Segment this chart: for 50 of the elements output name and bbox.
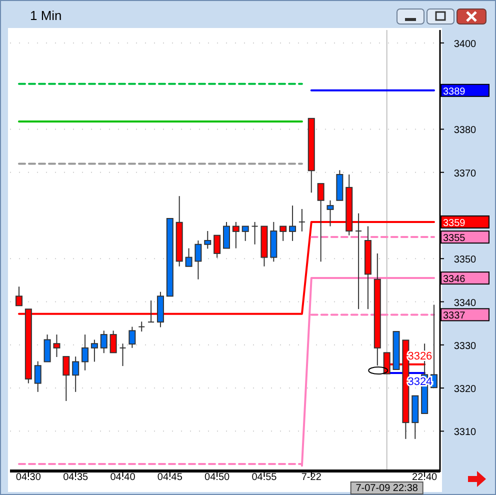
candlestick [280, 226, 287, 242]
candlestick [138, 321, 146, 332]
y-tick-label: 3340 [454, 298, 477, 309]
candlestick [34, 360, 42, 392]
candlestick [72, 356, 80, 392]
candlestick [204, 230, 212, 250]
candlestick [214, 234, 221, 258]
data-label: 3337 [443, 310, 466, 322]
candlestick [298, 208, 306, 232]
x-tick-label: 04:35 [63, 472, 89, 483]
y-tick-label: 3330 [454, 340, 477, 352]
x-tick-label: 7-22 [301, 472, 322, 483]
candlestick [232, 221, 240, 249]
data-label: 3359 [443, 218, 466, 229]
y-tick-label: 3350 [454, 254, 477, 266]
candlestick [62, 356, 70, 402]
candlestick [100, 330, 108, 354]
candlestick [326, 200, 334, 227]
candlestick [185, 248, 192, 267]
x-tick-label: 04:30 [16, 472, 42, 483]
candlestick [44, 334, 51, 362]
candlestick [90, 339, 98, 362]
candlestick [128, 326, 136, 348]
candlestick [119, 343, 126, 367]
candlestick [110, 330, 117, 354]
data-label: 3346 [443, 274, 466, 286]
chart-title: 1 Min [30, 8, 62, 23]
candlestick [289, 205, 296, 242]
candlestick [251, 221, 258, 245]
y-tick-label: 3320 [454, 384, 477, 396]
candlestick [355, 212, 362, 310]
candlestick [16, 286, 22, 306]
y-tick-label: 3370 [454, 168, 477, 180]
candlestick [242, 226, 249, 242]
data-label: 3355 [443, 233, 466, 244]
x-tick-label: 04:55 [252, 472, 278, 483]
x-tick-label: 22:40 [412, 472, 438, 483]
x-tick-label: 04:50 [204, 472, 230, 483]
x-tick-label: 04:45 [157, 472, 183, 483]
candlestick [82, 334, 89, 371]
candlestick [53, 334, 60, 358]
y-tick-label: 3310 [454, 427, 477, 438]
candlestick [194, 240, 202, 280]
y-tick-label: 3400 [454, 38, 477, 50]
y-tick-label: 3380 [454, 125, 477, 136]
candlestick [148, 300, 155, 323]
x-tick-label: 04:40 [110, 472, 136, 483]
x-tick-label: 7-07-09 22:38 [356, 483, 418, 494]
candlestick [223, 221, 230, 249]
data-label: 3389 [443, 86, 466, 98]
